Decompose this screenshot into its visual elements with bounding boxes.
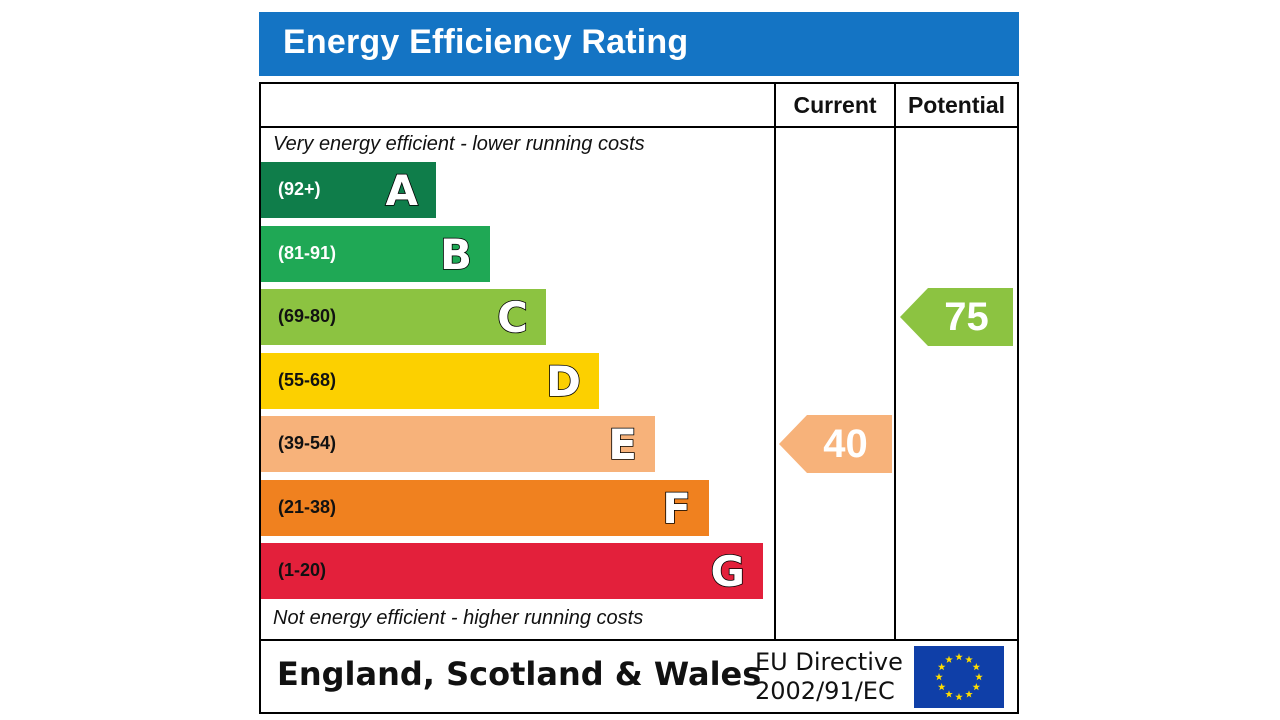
band-range-label: (92+) <box>278 179 321 199</box>
current-column-divider <box>774 82 776 640</box>
band-g: (1-20) G <box>261 543 763 599</box>
band-letter: B <box>439 229 473 280</box>
eu-flag-icon <box>914 646 1004 708</box>
band-b: (81-91) B <box>261 225 490 282</box>
footer-region: England, Scotland & Wales <box>277 655 762 693</box>
band-letter: F <box>662 483 692 534</box>
band-c: (69-80) C <box>261 289 546 345</box>
title-bar: Energy Efficiency Rating <box>259 12 1019 76</box>
band-range-label: (21-38) <box>278 496 337 517</box>
band-d: (55-68) D <box>261 352 599 409</box>
directive-line-2: 2002/91/EC <box>755 677 895 705</box>
eu-star <box>955 653 963 661</box>
band-range-label: (1-20) <box>278 560 327 580</box>
band-range-label: (39-54) <box>278 433 337 453</box>
chart-title: Energy Efficiency Rating <box>283 23 689 61</box>
band-range-label: (55-68) <box>278 369 337 390</box>
band-e: (39-54) E <box>261 416 655 472</box>
bottom-caption: Not energy efficient - higher running co… <box>273 607 644 629</box>
current-rating-arrow: 40 <box>779 415 892 473</box>
current-column-header: Current <box>793 92 877 118</box>
rating-frame <box>259 82 1019 714</box>
band-letter: D <box>545 356 581 407</box>
header-divider <box>259 126 1019 128</box>
band-letter: C <box>496 292 528 343</box>
eu-star <box>935 673 943 681</box>
band-letter: G <box>710 546 746 597</box>
potential-column-header: Potential <box>907 92 1006 118</box>
band-range-label: (69-80) <box>278 306 337 326</box>
eu-star <box>937 683 946 691</box>
eu-star <box>972 683 981 691</box>
arrow-shape <box>779 415 892 473</box>
band-letter: E <box>608 419 638 470</box>
eu-star <box>945 690 953 698</box>
footer-divider <box>259 639 1019 641</box>
eu-star <box>945 655 953 663</box>
arrow-shape <box>900 288 1013 346</box>
eu-star <box>975 673 983 681</box>
band-letter: A <box>385 165 419 216</box>
eu-star <box>955 693 963 701</box>
eu-star <box>972 663 981 671</box>
eu-star <box>965 690 973 698</box>
band-a: (92+) A <box>261 162 436 218</box>
potential-rating-arrow: 75 <box>900 288 1013 346</box>
potential-rating-value: 75 <box>944 294 989 339</box>
potential-column-divider <box>894 82 896 640</box>
current-rating-value: 40 <box>823 421 868 466</box>
band-f: (21-38) F <box>261 479 709 536</box>
top-caption: Very energy efficient - lower running co… <box>273 133 645 155</box>
eu-star <box>965 655 973 663</box>
eu-star <box>937 663 946 671</box>
directive-line-1: EU Directive <box>755 648 903 676</box>
band-range-label: (81-91) <box>278 242 337 263</box>
